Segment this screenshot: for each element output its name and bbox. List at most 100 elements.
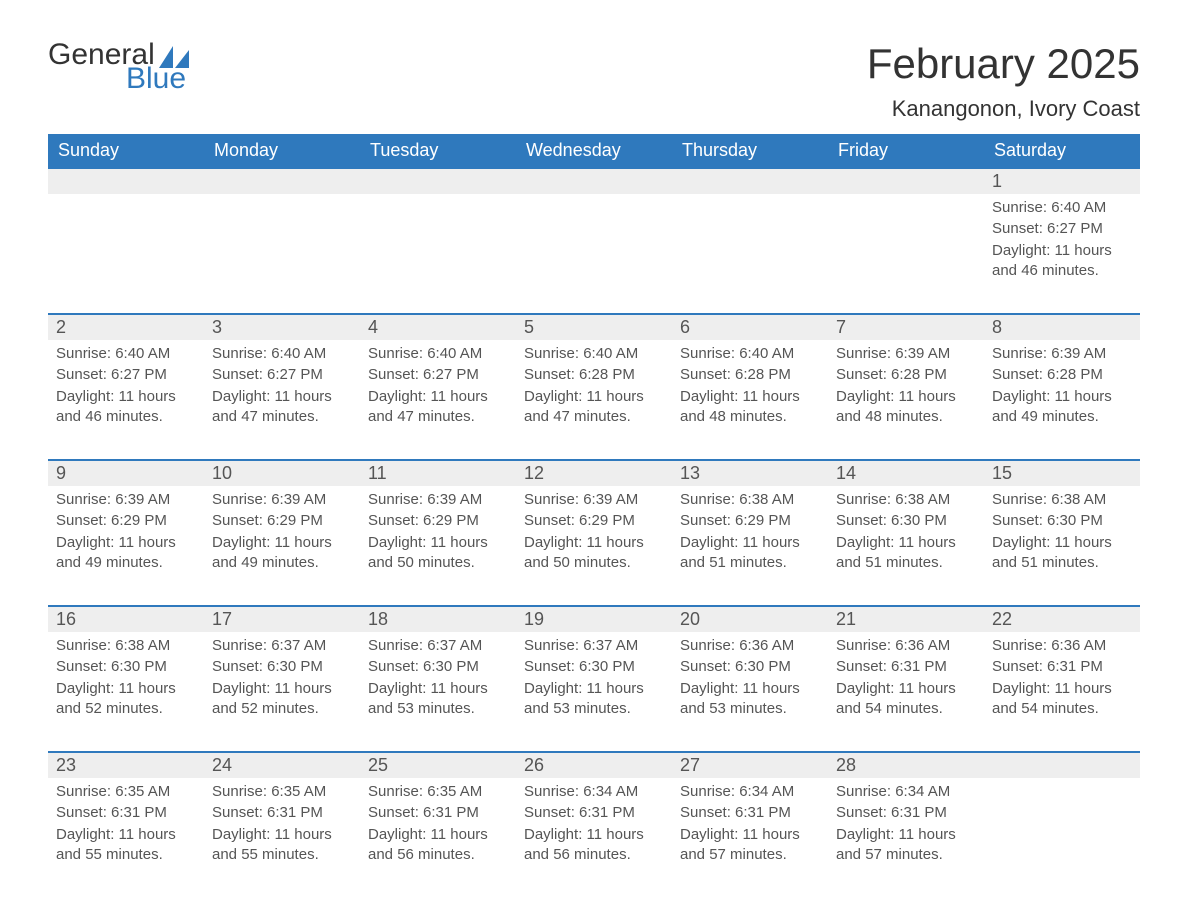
info-cell: Sunrise: 6:40 AMSunset: 6:27 PMDaylight:… bbox=[204, 340, 360, 440]
sunrise-line: Sunrise: 6:39 AM bbox=[524, 490, 664, 510]
sunset-line: Sunset: 6:31 PM bbox=[680, 803, 820, 823]
date-cell: 21 bbox=[828, 606, 984, 632]
daylight-line: Daylight: 11 hours and 53 minutes. bbox=[680, 679, 820, 720]
logo-top-row: General bbox=[48, 40, 189, 70]
info-cell bbox=[984, 778, 1140, 878]
info-cell bbox=[360, 194, 516, 294]
daylight-line: Daylight: 11 hours and 48 minutes. bbox=[680, 387, 820, 428]
sunrise-line: Sunrise: 6:36 AM bbox=[992, 636, 1132, 656]
week-separator bbox=[48, 586, 1140, 606]
info-cell: Sunrise: 6:36 AMSunset: 6:31 PMDaylight:… bbox=[984, 632, 1140, 732]
day-header: Wednesday bbox=[516, 134, 672, 168]
info-cell: Sunrise: 6:38 AMSunset: 6:30 PMDaylight:… bbox=[828, 486, 984, 586]
info-cell: Sunrise: 6:36 AMSunset: 6:30 PMDaylight:… bbox=[672, 632, 828, 732]
sunset-line: Sunset: 6:29 PM bbox=[56, 511, 196, 531]
info-cell: Sunrise: 6:39 AMSunset: 6:28 PMDaylight:… bbox=[828, 340, 984, 440]
info-cell: Sunrise: 6:35 AMSunset: 6:31 PMDaylight:… bbox=[48, 778, 204, 878]
date-cell: 17 bbox=[204, 606, 360, 632]
sunrise-line: Sunrise: 6:38 AM bbox=[56, 636, 196, 656]
sunset-line: Sunset: 6:30 PM bbox=[836, 511, 976, 531]
daylight-line: Daylight: 11 hours and 46 minutes. bbox=[56, 387, 196, 428]
info-cell: Sunrise: 6:39 AMSunset: 6:29 PMDaylight:… bbox=[360, 486, 516, 586]
date-row: 1 bbox=[48, 168, 1140, 194]
info-cell: Sunrise: 6:34 AMSunset: 6:31 PMDaylight:… bbox=[828, 778, 984, 878]
day-header: Saturday bbox=[984, 134, 1140, 168]
sunrise-line: Sunrise: 6:39 AM bbox=[56, 490, 196, 510]
sunrise-line: Sunrise: 6:38 AM bbox=[680, 490, 820, 510]
sunset-line: Sunset: 6:31 PM bbox=[992, 657, 1132, 677]
info-cell bbox=[828, 194, 984, 294]
sunrise-line: Sunrise: 6:40 AM bbox=[212, 344, 352, 364]
sunrise-line: Sunrise: 6:36 AM bbox=[680, 636, 820, 656]
day-header: Sunday bbox=[48, 134, 204, 168]
date-cell: 16 bbox=[48, 606, 204, 632]
sunrise-line: Sunrise: 6:40 AM bbox=[368, 344, 508, 364]
month-title: February 2025 bbox=[867, 40, 1140, 88]
sunset-line: Sunset: 6:28 PM bbox=[524, 365, 664, 385]
sunrise-line: Sunrise: 6:39 AM bbox=[212, 490, 352, 510]
date-cell bbox=[672, 168, 828, 194]
sunrise-line: Sunrise: 6:37 AM bbox=[212, 636, 352, 656]
date-cell bbox=[204, 168, 360, 194]
logo-word-blue: Blue bbox=[126, 64, 189, 94]
date-row: 9101112131415 bbox=[48, 460, 1140, 486]
date-cell: 28 bbox=[828, 752, 984, 778]
info-cell: Sunrise: 6:36 AMSunset: 6:31 PMDaylight:… bbox=[828, 632, 984, 732]
date-cell: 20 bbox=[672, 606, 828, 632]
daylight-line: Daylight: 11 hours and 50 minutes. bbox=[524, 533, 664, 574]
day-header: Friday bbox=[828, 134, 984, 168]
daylight-line: Daylight: 11 hours and 48 minutes. bbox=[836, 387, 976, 428]
sunrise-line: Sunrise: 6:37 AM bbox=[524, 636, 664, 656]
sunrise-line: Sunrise: 6:39 AM bbox=[836, 344, 976, 364]
location: Kanangonon, Ivory Coast bbox=[867, 96, 1140, 122]
info-cell: Sunrise: 6:38 AMSunset: 6:29 PMDaylight:… bbox=[672, 486, 828, 586]
date-cell: 5 bbox=[516, 314, 672, 340]
info-cell: Sunrise: 6:40 AMSunset: 6:27 PMDaylight:… bbox=[984, 194, 1140, 294]
sunset-line: Sunset: 6:30 PM bbox=[212, 657, 352, 677]
sunset-line: Sunset: 6:29 PM bbox=[212, 511, 352, 531]
info-cell: Sunrise: 6:39 AMSunset: 6:28 PMDaylight:… bbox=[984, 340, 1140, 440]
info-row: Sunrise: 6:39 AMSunset: 6:29 PMDaylight:… bbox=[48, 486, 1140, 586]
date-cell: 4 bbox=[360, 314, 516, 340]
daylight-line: Daylight: 11 hours and 51 minutes. bbox=[992, 533, 1132, 574]
date-cell: 8 bbox=[984, 314, 1140, 340]
date-cell bbox=[984, 752, 1140, 778]
info-cell: Sunrise: 6:39 AMSunset: 6:29 PMDaylight:… bbox=[48, 486, 204, 586]
sunrise-line: Sunrise: 6:40 AM bbox=[680, 344, 820, 364]
sunset-line: Sunset: 6:31 PM bbox=[368, 803, 508, 823]
info-cell: Sunrise: 6:39 AMSunset: 6:29 PMDaylight:… bbox=[204, 486, 360, 586]
day-header: Thursday bbox=[672, 134, 828, 168]
date-cell: 11 bbox=[360, 460, 516, 486]
info-row: Sunrise: 6:38 AMSunset: 6:30 PMDaylight:… bbox=[48, 632, 1140, 732]
sunset-line: Sunset: 6:30 PM bbox=[368, 657, 508, 677]
sunset-line: Sunset: 6:29 PM bbox=[368, 511, 508, 531]
date-cell: 2 bbox=[48, 314, 204, 340]
title-block: February 2025 Kanangonon, Ivory Coast bbox=[867, 40, 1140, 122]
daylight-line: Daylight: 11 hours and 49 minutes. bbox=[212, 533, 352, 574]
date-cell: 23 bbox=[48, 752, 204, 778]
sunrise-line: Sunrise: 6:35 AM bbox=[56, 782, 196, 802]
date-cell: 26 bbox=[516, 752, 672, 778]
sunset-line: Sunset: 6:31 PM bbox=[836, 803, 976, 823]
sunset-line: Sunset: 6:27 PM bbox=[56, 365, 196, 385]
week-separator bbox=[48, 440, 1140, 460]
sunrise-line: Sunrise: 6:34 AM bbox=[836, 782, 976, 802]
date-cell: 10 bbox=[204, 460, 360, 486]
daylight-line: Daylight: 11 hours and 53 minutes. bbox=[524, 679, 664, 720]
daylight-line: Daylight: 11 hours and 57 minutes. bbox=[680, 825, 820, 866]
info-cell: Sunrise: 6:35 AMSunset: 6:31 PMDaylight:… bbox=[204, 778, 360, 878]
date-cell: 14 bbox=[828, 460, 984, 486]
sunset-line: Sunset: 6:30 PM bbox=[680, 657, 820, 677]
sunrise-line: Sunrise: 6:36 AM bbox=[836, 636, 976, 656]
date-cell: 7 bbox=[828, 314, 984, 340]
date-cell: 18 bbox=[360, 606, 516, 632]
sunset-line: Sunset: 6:27 PM bbox=[368, 365, 508, 385]
date-row: 16171819202122 bbox=[48, 606, 1140, 632]
logo: General Blue bbox=[48, 40, 189, 94]
sunrise-line: Sunrise: 6:35 AM bbox=[368, 782, 508, 802]
date-cell: 1 bbox=[984, 168, 1140, 194]
sunset-line: Sunset: 6:31 PM bbox=[524, 803, 664, 823]
date-cell: 24 bbox=[204, 752, 360, 778]
week-separator bbox=[48, 294, 1140, 314]
header: General Blue February 2025 Kanangonon, I… bbox=[48, 40, 1140, 122]
